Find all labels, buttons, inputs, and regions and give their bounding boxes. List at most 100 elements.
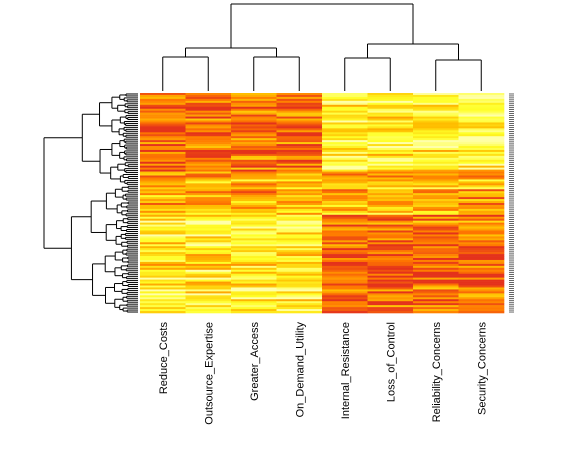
heatmap-cell bbox=[140, 183, 186, 186]
heatmap-cell bbox=[140, 226, 186, 229]
heatmap-cell bbox=[140, 218, 186, 221]
heatmap-cell bbox=[185, 299, 232, 302]
heatmap-cell bbox=[231, 242, 277, 245]
heatmap-cell bbox=[367, 179, 414, 182]
heatmap-cell bbox=[413, 142, 459, 145]
heatmap-cell bbox=[413, 165, 459, 168]
heatmap-cell bbox=[276, 126, 323, 129]
heatmap-cell bbox=[276, 287, 323, 290]
heatmap-cell bbox=[140, 114, 186, 117]
heatmap-cell bbox=[185, 161, 232, 165]
heatmap-cell bbox=[458, 93, 505, 96]
heatmap-cell bbox=[367, 203, 414, 206]
heatmap-cell bbox=[413, 208, 459, 212]
heatmap-cell bbox=[140, 254, 186, 257]
heatmap-cell bbox=[185, 98, 232, 102]
heatmap-cell bbox=[458, 169, 505, 172]
heatmap-cell bbox=[231, 112, 277, 115]
heatmap-cell bbox=[140, 102, 186, 106]
heatmap-cell bbox=[367, 96, 414, 100]
heatmap-cell bbox=[231, 228, 277, 231]
heatmap-cell bbox=[322, 169, 368, 172]
heatmap-cell bbox=[276, 226, 323, 229]
heatmap-cell bbox=[458, 269, 505, 273]
heatmap-cell bbox=[185, 201, 232, 204]
heatmap-cell bbox=[322, 98, 368, 102]
heatmap-cell bbox=[276, 293, 323, 296]
heatmap-cell bbox=[276, 283, 323, 286]
heatmap-cell bbox=[367, 289, 414, 292]
heatmap-cell bbox=[276, 252, 323, 255]
heatmap-cell bbox=[231, 114, 277, 117]
heatmap-cell bbox=[367, 240, 414, 243]
heatmap-cell bbox=[413, 98, 459, 102]
heatmap-cell bbox=[140, 106, 186, 110]
heatmap-cell bbox=[367, 102, 414, 106]
heatmap-cell bbox=[231, 93, 277, 96]
heatmap-cell bbox=[231, 128, 277, 131]
heatmap-cell bbox=[140, 165, 186, 168]
heatmap-cell bbox=[367, 220, 414, 223]
heatmap-cell bbox=[185, 195, 232, 198]
heatmap-cell bbox=[231, 118, 277, 121]
heatmap-cell bbox=[367, 224, 414, 227]
heatmap-cell bbox=[367, 305, 414, 308]
heatmap-cell bbox=[458, 130, 505, 133]
heatmap-cell bbox=[413, 126, 459, 129]
heatmap-cell bbox=[458, 189, 505, 192]
heatmap-cell bbox=[276, 248, 323, 251]
heatmap-cell bbox=[322, 212, 368, 216]
heatmap-cell bbox=[413, 289, 459, 292]
heatmap-cell bbox=[413, 236, 459, 239]
heatmap-cell bbox=[185, 311, 232, 314]
heatmap-cell bbox=[413, 155, 459, 159]
heatmap-cell bbox=[276, 138, 323, 141]
heatmap-cell bbox=[322, 206, 368, 210]
heatmap-cell bbox=[185, 134, 232, 137]
heatmap-cell bbox=[276, 291, 323, 294]
heatmap-cell bbox=[413, 183, 459, 186]
heatmap-cell bbox=[413, 159, 459, 163]
heatmap-cell bbox=[458, 148, 505, 151]
heatmap-cell bbox=[140, 297, 186, 300]
heatmap-cell bbox=[367, 271, 414, 275]
heatmap-cell bbox=[185, 110, 232, 113]
heatmap-cell bbox=[413, 195, 459, 198]
heatmap-cell bbox=[276, 275, 323, 278]
heatmap-cell bbox=[231, 307, 277, 310]
heatmap-cell bbox=[413, 171, 459, 174]
heatmap-cell bbox=[413, 199, 459, 202]
heatmap-cell bbox=[458, 224, 505, 227]
heatmap-cell bbox=[185, 185, 232, 188]
heatmap-cell bbox=[413, 238, 459, 241]
heatmap-cell bbox=[322, 240, 368, 243]
heatmap-cell bbox=[276, 299, 323, 302]
heatmap-cell bbox=[140, 201, 186, 204]
heatmap-cell bbox=[276, 303, 323, 306]
heatmap-cell bbox=[367, 187, 414, 190]
heatmap-cell bbox=[367, 126, 414, 129]
heatmap-cell bbox=[322, 222, 368, 225]
heatmap-cell bbox=[413, 161, 459, 165]
heatmap-cell bbox=[322, 220, 368, 223]
heatmap-cell bbox=[367, 142, 414, 145]
heatmap-cell bbox=[231, 269, 277, 273]
heatmap-cell bbox=[322, 305, 368, 308]
heatmap-cell bbox=[231, 146, 277, 149]
heatmap-cell bbox=[276, 224, 323, 227]
heatmap-cell bbox=[185, 293, 232, 296]
heatmap-cell bbox=[231, 171, 277, 174]
heatmap-cell bbox=[231, 283, 277, 286]
heatmap-cell bbox=[367, 132, 414, 135]
heatmap-cell bbox=[458, 218, 505, 221]
heatmap-cell bbox=[322, 165, 368, 168]
heatmap-cell bbox=[458, 208, 505, 212]
heatmap-cell bbox=[458, 126, 505, 129]
heatmap-cell bbox=[231, 159, 277, 163]
heatmap-cell bbox=[322, 179, 368, 182]
heatmap-cell bbox=[140, 197, 186, 200]
heatmap-cell bbox=[458, 193, 505, 196]
heatmap-cell bbox=[322, 120, 368, 123]
heatmap-cell bbox=[322, 93, 368, 96]
heatmap-cell bbox=[367, 254, 414, 257]
